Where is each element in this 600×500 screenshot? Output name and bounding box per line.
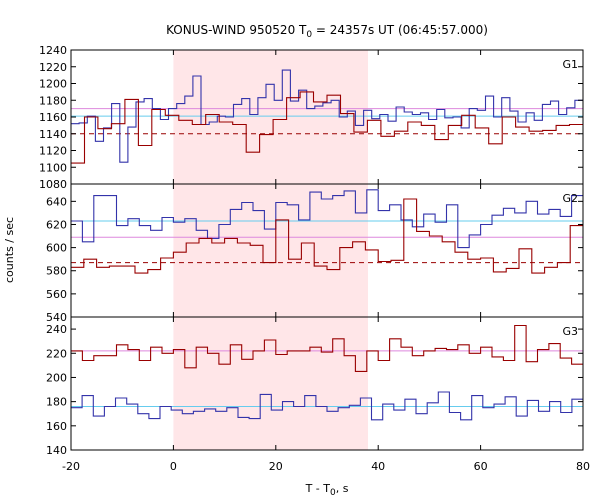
panel-g1-ytick-label-1120: 1120 (39, 145, 67, 158)
panel-g2-ytick-label-640: 640 (46, 195, 67, 208)
panel-g2-ytick-label-580: 580 (46, 265, 67, 278)
panel-g3-ytick-label-180: 180 (46, 396, 67, 409)
panel-g1-ytick-label-1100: 1100 (39, 161, 67, 174)
panel-g1-blue-series (71, 69, 583, 163)
panel-g3-ytick-label-160: 160 (46, 420, 67, 433)
panel-g1-red-series (71, 91, 583, 164)
xtick-label-60: 60 (474, 460, 488, 473)
xtick-label-80: 80 (576, 460, 590, 473)
panel-g3-frame (70, 316, 584, 451)
x-axis-label: T - T0, s (305, 482, 349, 498)
panel-g3-label: G3 (562, 325, 578, 338)
panel-g2-ytick-label-540: 540 (46, 311, 67, 324)
panel-g3-ytick-label-140: 140 (46, 444, 67, 457)
panel-g2-label: G2 (562, 192, 578, 205)
panel-g3-ytick-label-240: 240 (46, 323, 67, 336)
xtick-label-40: 40 (371, 460, 385, 473)
panel-g2-ytick-label-620: 620 (46, 218, 67, 231)
panel-g1-ytick-label-1200: 1200 (39, 78, 67, 91)
panel-g3-red-series (71, 324, 583, 372)
panel-g1-ytick-label-1220: 1220 (39, 61, 67, 74)
panel-g1-label: G1 (562, 58, 578, 71)
y-axis-label: counts / sec (3, 217, 16, 283)
panel-g2-ytick-label-560: 560 (46, 288, 67, 301)
xtick-label-20: 20 (269, 460, 283, 473)
panel-g3-ytick-label-220: 220 (46, 347, 67, 360)
panel-g1-ytick-label-1080: 1080 (39, 178, 67, 191)
xtick-label-0: 0 (170, 460, 177, 473)
panel-g2-blue-series (71, 189, 583, 249)
panel-g2-red-series (71, 198, 583, 274)
xtick-label--20: -20 (62, 460, 80, 473)
panel-g3-blue-series (71, 391, 583, 421)
panel-g2-ytick-label-600: 600 (46, 242, 67, 255)
chart-title: KONUS-WIND 950520 T0 = 24357s UT (06:45:… (166, 23, 488, 40)
panel-g1-ytick-label-1160: 1160 (39, 111, 67, 124)
panel-g1-ytick-label-1180: 1180 (39, 94, 67, 107)
panel-g1-ytick-label-1240: 1240 (39, 44, 67, 57)
panel-g3-ytick-label-200: 200 (46, 371, 67, 384)
panel-g1-ytick-label-1140: 1140 (39, 128, 67, 141)
